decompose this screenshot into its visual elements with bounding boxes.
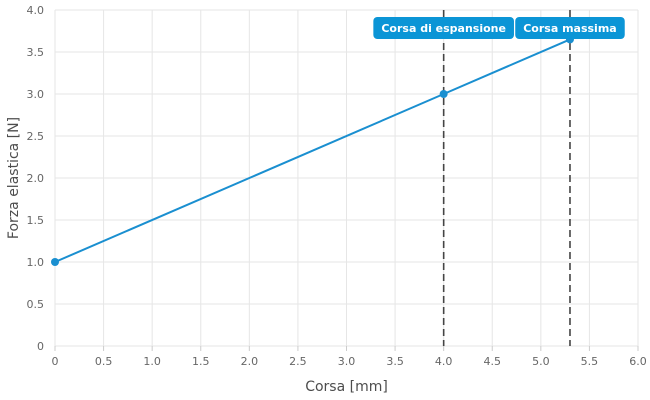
y-tick-label: 4.0 — [27, 4, 45, 17]
marker-callout-box — [515, 17, 625, 39]
y-tick-label: 1.5 — [27, 214, 45, 227]
x-tick-label: 1.5 — [192, 355, 210, 368]
marker-callout-label: Corsa di espansione — [381, 22, 506, 35]
y-tick-label: 2.0 — [27, 172, 45, 185]
y-tick-label: 3.5 — [27, 46, 45, 59]
data-point — [439, 90, 448, 98]
series-layer — [51, 35, 574, 266]
x-tick-label: 3.5 — [386, 355, 404, 368]
x-axis-title: Corsa [mm] — [305, 379, 388, 395]
y-tick-label: 0.5 — [27, 298, 45, 311]
x-tick-label: 1.0 — [143, 355, 161, 368]
marker-callout-label: Corsa massima — [523, 22, 617, 35]
y-axis-ticks: 0 0.5 1.0 1.5 2.0 2.5 3.0 3.5 4.0 — [27, 4, 45, 353]
y-tick-label: 3.0 — [27, 88, 45, 101]
marker-callout: Corsa di espansione — [373, 17, 514, 39]
x-tick-label: 5.5 — [581, 355, 599, 368]
y-tick-label: 1.0 — [27, 256, 45, 269]
x-axis-ticks: 0 0.5 1.0 1.5 2.0 2.5 3.0 3.5 4.0 4.5 5.0 5.5 6.0 — [52, 346, 647, 368]
y-tick-label: 2.5 — [27, 130, 45, 143]
vertical-markers — [442, 10, 571, 346]
x-tick-label: 2.5 — [289, 355, 307, 368]
grid — [54, 9, 639, 347]
marker-callouts: Corsa di espansione Corsa massima — [373, 17, 625, 39]
marker-callout: Corsa massima — [515, 17, 625, 39]
x-tick-label: 4.5 — [484, 355, 502, 368]
x-tick-label: 4.0 — [435, 355, 453, 368]
y-tick-label: 0 — [37, 340, 44, 353]
x-tick-label: 6.0 — [629, 355, 647, 368]
marker-callout-box — [373, 17, 514, 39]
data-point — [51, 258, 59, 266]
x-tick-label: 3.0 — [338, 355, 356, 368]
x-tick-label: 2.0 — [241, 355, 259, 368]
y-axis-title: Forza elastica [N] — [6, 117, 22, 239]
x-tick-label: 5.0 — [532, 355, 550, 368]
x-tick-label: 0.5 — [95, 355, 113, 368]
x-tick-label: 0 — [52, 355, 59, 368]
